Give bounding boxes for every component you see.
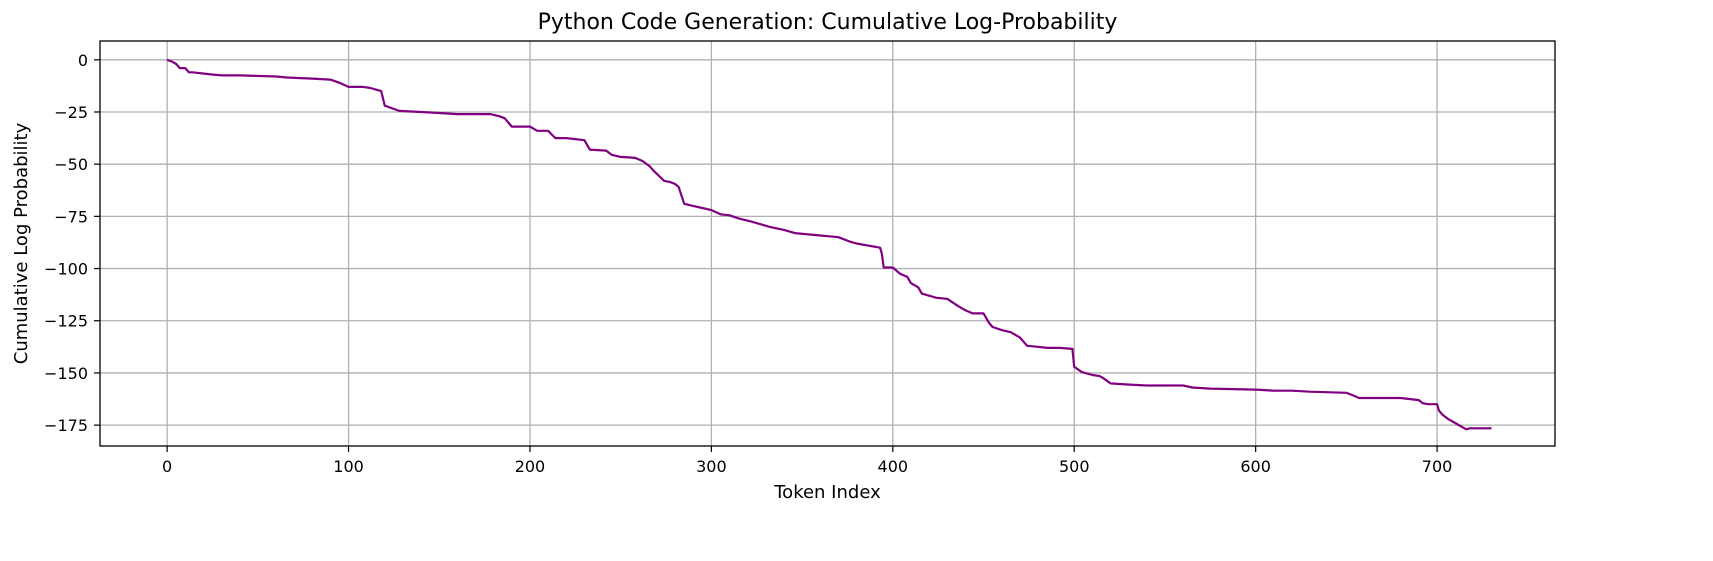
x-tick-label: 100	[333, 457, 364, 476]
x-tick-label: 200	[515, 457, 546, 476]
y-axis-label: Cumulative Log Probability	[11, 122, 32, 364]
y-axis-ticks: 0 −25 −50 −75 −100 −125 −150 −175	[44, 51, 100, 435]
plot-frame	[99, 40, 1556, 447]
series-line	[166, 58, 1492, 431]
x-tick-label: 0	[162, 457, 172, 476]
x-tick-label: 400	[878, 457, 909, 476]
chart-title: Python Code Generation: Cumulative Log-P…	[538, 10, 1118, 35]
y-tick-label: 0	[78, 51, 88, 70]
y-tick-label: −150	[44, 364, 88, 383]
grid-lines	[100, 41, 1555, 446]
x-tick-label: 700	[1422, 457, 1453, 476]
y-tick-label: −75	[54, 207, 88, 226]
x-axis-ticks: 0 100 200 300 400 500 600 700	[162, 446, 1452, 476]
y-tick-label: −125	[44, 312, 88, 331]
series-layer	[166, 58, 1492, 431]
y-tick-label: −50	[54, 155, 88, 174]
x-tick-label: 600	[1240, 457, 1271, 476]
x-axis-label: Token Index	[773, 482, 881, 503]
x-tick-label: 300	[696, 457, 727, 476]
y-tick-label: −175	[44, 416, 88, 435]
x-tick-label: 500	[1059, 457, 1090, 476]
y-tick-label: −100	[44, 260, 88, 279]
y-tick-label: −25	[54, 103, 88, 122]
